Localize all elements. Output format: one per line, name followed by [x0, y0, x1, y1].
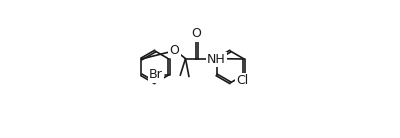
Text: O: O: [192, 27, 202, 40]
Text: O: O: [170, 44, 180, 57]
Text: Br: Br: [149, 68, 163, 81]
Text: Cl: Cl: [236, 74, 249, 87]
Text: NH: NH: [207, 53, 226, 66]
